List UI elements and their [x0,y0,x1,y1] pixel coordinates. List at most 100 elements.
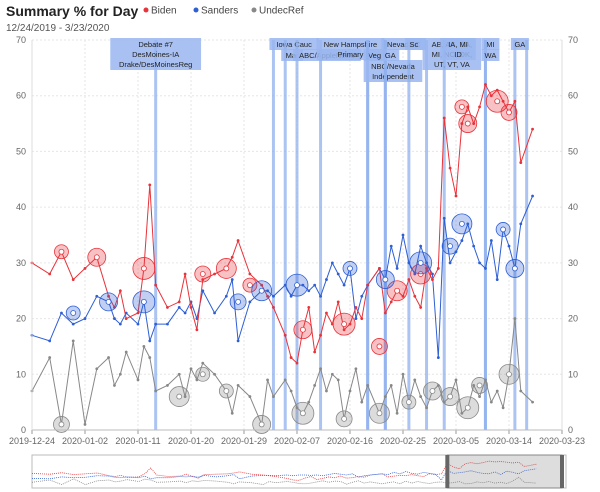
bubble-center [506,371,512,378]
data-point-biden [107,294,110,298]
overview-selection [446,454,563,489]
data-point-biden [419,306,423,309]
bubble-center [223,265,230,272]
data-point-undecref [266,378,269,382]
y-tick-label-left: 70 [16,35,26,45]
overview-series-biden [31,460,537,481]
data-point-undecref [401,372,405,376]
data-point-undecref [319,367,322,371]
data-point-biden [319,333,322,337]
data-point-biden [342,328,346,332]
bubble-center [458,220,465,227]
bubble-center [258,421,265,428]
event-label: DesMoines-IA [132,50,179,59]
event-label: Drake/DesMoinesReg [119,60,192,69]
data-point-undecref [413,378,417,382]
data-point-undecref [48,356,52,359]
bubble-center [458,103,465,110]
data-point-sanders [136,322,140,326]
bubble-center [199,271,206,277]
bubble-center [223,388,230,394]
data-point-undecref [272,395,275,398]
bubble-center [140,298,147,305]
data-point-biden [201,278,205,281]
data-point-undecref [336,378,340,382]
data-point-sanders [431,272,434,276]
event-label: Independent [372,72,415,81]
data-point-biden [124,317,128,320]
event-line [425,40,429,430]
data-point-undecref [248,395,252,398]
y-tick-label-right: 10 [568,369,578,379]
data-point-undecref [348,389,352,393]
data-point-sanders [230,278,234,281]
data-point-sanders [148,339,152,343]
event-line [407,40,411,430]
data-point-sanders [478,261,481,265]
bubble-center [140,265,147,272]
event-label-box [269,38,319,50]
data-point-sanders [330,261,334,265]
bubble-center [258,287,265,294]
data-point-sanders [307,289,311,293]
data-point-biden [195,328,199,332]
data-point-undecref [183,395,187,398]
overview-scrollbar[interactable] [31,454,567,489]
data-point-biden [383,311,387,315]
data-point-sanders [289,294,293,298]
legend-label-sanders: Sanders [201,6,238,17]
data-point-undecref [513,317,517,320]
legend[interactable]: Biden Sanders UndecRef [143,6,304,17]
data-point-sanders [118,322,122,326]
x-tick-label: 2019-12-24 [9,436,55,446]
event-line [295,40,299,430]
data-point-biden [442,116,446,120]
bubble-center [429,388,436,394]
axes: 0 0 10 10 20 20 30 30 40 40 50 50 60 60 70 70 2019-12-24… [9,35,585,446]
data-point-sanders [519,222,523,226]
legend-marker-sanders [193,7,199,13]
event-label-box [481,49,500,61]
bubble-center [376,410,383,417]
bubble-center [347,265,353,272]
data-point-undecref [501,406,505,410]
data-point-sanders [113,317,116,320]
data-point-biden [325,311,328,315]
bubble-center [417,259,424,266]
data-point-sanders [436,356,440,359]
data-point-sanders [336,272,340,276]
bubble-center [199,371,206,378]
bubble-center [341,415,348,422]
bubble-center [299,326,306,333]
data-point-sanders [442,216,446,220]
data-point-sanders [531,194,534,198]
event-line [525,40,529,430]
y-tick-label-right: 50 [568,146,578,156]
data-point-biden [154,283,158,287]
event-label: Sc [410,40,419,49]
data-point-biden [83,267,87,270]
data-point-biden [260,283,264,287]
data-point-biden [407,278,411,281]
data-point-biden [313,350,317,354]
data-point-sanders [389,244,393,248]
data-point-undecref [154,389,158,393]
legend-label-biden: Biden [151,6,177,17]
bubble-center [58,421,65,428]
data-point-sanders [248,300,252,304]
data-point-biden [213,272,216,276]
data-point-undecref [395,411,399,415]
data-point-undecref [330,372,334,376]
data-point-undecref [201,361,205,365]
event-line [283,40,287,430]
data-point-biden [71,278,75,281]
data-point-sanders [325,278,328,281]
data-point-biden [513,99,517,103]
data-point-sanders [401,233,405,237]
event-label: GA [385,51,396,60]
data-point-undecref [354,367,358,371]
data-point-sanders [183,311,187,315]
x-tick-label: 2020-02-25 [380,436,426,446]
plot-area[interactable] [30,83,534,434]
